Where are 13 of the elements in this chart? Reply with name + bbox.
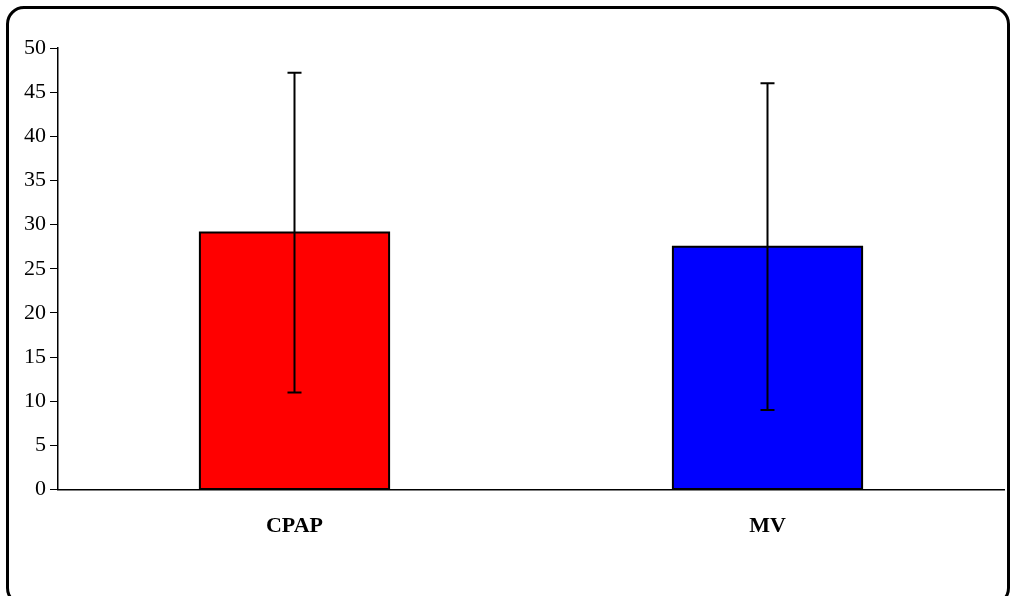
y-tick-label: 20 bbox=[24, 298, 46, 324]
y-tick-label: 0 bbox=[35, 475, 46, 501]
y-tick-label: 50 bbox=[24, 33, 46, 59]
y-tick-label: 45 bbox=[24, 77, 46, 103]
y-tick-label: 40 bbox=[24, 122, 46, 148]
y-tick-label: 25 bbox=[24, 254, 46, 280]
y-tick-label: 10 bbox=[24, 387, 46, 413]
y-tick-label: 30 bbox=[24, 210, 46, 236]
x-tick-label: CPAP bbox=[265, 512, 324, 538]
y-tick-label: 15 bbox=[24, 342, 46, 368]
x-tick-label: MV bbox=[749, 512, 786, 538]
y-tick-label: 5 bbox=[35, 431, 46, 457]
y-tick-label: 35 bbox=[24, 166, 46, 192]
